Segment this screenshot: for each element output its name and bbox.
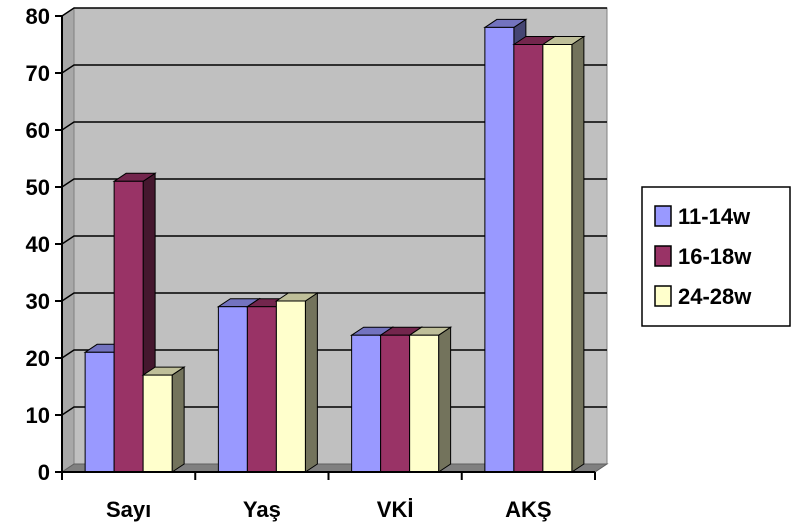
x-tick-label: Sayı — [106, 497, 151, 522]
legend-label: 11-14w — [678, 204, 751, 229]
y-tick-label: 0 — [38, 460, 50, 485]
gridline — [61, 178, 607, 188]
bar-front — [142, 374, 173, 473]
legend-swatch — [654, 205, 672, 227]
bar-front — [513, 44, 544, 473]
gridline — [61, 121, 607, 131]
bar-front — [542, 44, 573, 473]
y-tick-label: 20 — [26, 346, 50, 371]
bar-front — [113, 180, 144, 473]
gridline — [61, 292, 607, 302]
gridline — [61, 7, 607, 17]
gridline — [61, 235, 607, 245]
bar-side — [571, 35, 585, 473]
bar-front — [246, 306, 277, 473]
bar — [407, 326, 453, 473]
y-tick-label: 70 — [26, 61, 50, 86]
legend-label: 16-18w — [678, 244, 752, 269]
y-tick-label: 50 — [26, 175, 50, 200]
bar-side — [438, 326, 452, 473]
x-tick-label: Yaş — [243, 497, 281, 522]
bar-front — [275, 300, 306, 473]
legend: 11-14w 16-18w 24-28w — [641, 186, 791, 327]
y-tick-label: 80 — [26, 4, 50, 29]
bar-side — [171, 366, 185, 473]
bar-front — [380, 334, 411, 473]
bar-front — [217, 306, 248, 473]
y-tick-label: 40 — [26, 232, 50, 257]
gridline — [61, 64, 607, 74]
legend-swatch — [654, 285, 672, 307]
legend-label: 24-28w — [678, 284, 752, 309]
bar — [541, 35, 586, 473]
y-tick-label: 60 — [26, 118, 50, 143]
bar-front — [351, 334, 382, 473]
bar — [274, 292, 320, 473]
x-tick-label: VKİ — [377, 497, 414, 522]
bar-side — [304, 292, 318, 473]
axes: 0 10 20 30 40 50 60 70 80 Sayı Yaş VKİ AKŞ — [26, 4, 596, 522]
bar-front — [484, 26, 515, 473]
bar-front — [409, 334, 440, 473]
y-tick-label: 10 — [26, 403, 50, 428]
y-tick-label: 30 — [26, 289, 50, 314]
x-tick-label: AKŞ — [505, 497, 551, 522]
bar — [141, 366, 186, 473]
legend-swatch — [654, 245, 672, 267]
bars — [83, 18, 586, 473]
bar-front — [84, 351, 115, 473]
